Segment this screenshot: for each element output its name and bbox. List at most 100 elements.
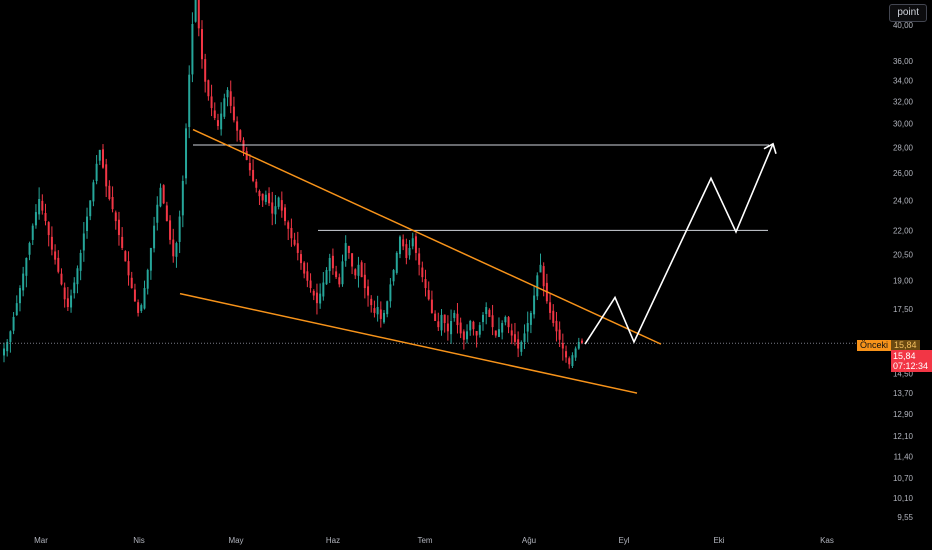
price-tick-label: 20,50 xyxy=(893,251,914,260)
candle-body xyxy=(370,298,373,306)
time-tick-label: May xyxy=(228,536,243,545)
price-tick-label: 12,10 xyxy=(893,432,914,441)
candle-body xyxy=(360,262,363,278)
candle-body xyxy=(34,212,37,226)
candle-body xyxy=(66,298,69,308)
previous-close-label: Önceki xyxy=(857,340,892,351)
candle-body xyxy=(290,227,293,239)
candle-body xyxy=(175,243,178,257)
candle-body xyxy=(153,225,156,249)
candle-body xyxy=(12,316,15,331)
price-tick-label: 30,00 xyxy=(893,120,914,129)
candle-body xyxy=(31,225,34,240)
candle-body xyxy=(581,340,583,344)
price-tick-label: 26,00 xyxy=(893,169,914,178)
candle-body xyxy=(268,193,271,204)
candle-body xyxy=(284,207,287,222)
candle-body xyxy=(156,204,159,223)
price-tick-label: 13,70 xyxy=(893,389,914,398)
candle-body xyxy=(571,355,574,366)
candle-body xyxy=(309,280,312,289)
time-tick-label: Kas xyxy=(820,536,834,545)
candle-body xyxy=(507,317,510,328)
candle-body xyxy=(357,264,360,276)
time-tick-label: Mar xyxy=(34,536,48,545)
candle-body xyxy=(264,194,267,202)
candle-body xyxy=(60,273,63,285)
price-tick-label: 17,50 xyxy=(893,305,914,314)
candle-body xyxy=(258,191,261,197)
candle-body xyxy=(430,299,433,313)
candle-body xyxy=(22,273,25,291)
candle-body xyxy=(446,323,449,332)
candle-body xyxy=(50,236,53,250)
price-tick-label: 22,00 xyxy=(893,226,914,235)
candle-body xyxy=(577,341,580,349)
candle-body xyxy=(322,282,325,297)
candle-body xyxy=(440,314,443,331)
candle-body xyxy=(226,89,229,98)
candle-body xyxy=(105,164,108,187)
candle-body xyxy=(242,140,245,152)
candle-body xyxy=(165,205,168,222)
candle-body xyxy=(89,200,92,217)
candle-body xyxy=(459,322,462,334)
price-tick-label: 10,70 xyxy=(893,474,914,483)
candle-body xyxy=(315,292,318,304)
candle-body xyxy=(216,120,219,127)
candle-body xyxy=(223,98,226,117)
candle-body xyxy=(137,302,140,313)
candle-body xyxy=(194,0,197,22)
candle-body xyxy=(236,121,239,131)
candle-body xyxy=(510,330,513,336)
candle-body xyxy=(494,330,497,336)
candle-body xyxy=(328,257,331,272)
candle-body xyxy=(325,270,328,285)
candle-body xyxy=(574,348,577,358)
candle-body xyxy=(86,216,89,232)
trendline xyxy=(179,292,638,394)
candle-body xyxy=(513,334,516,342)
candle-body xyxy=(536,275,539,297)
candle-body xyxy=(73,282,76,294)
candle-body xyxy=(456,313,459,326)
candle-body xyxy=(373,308,376,313)
candle-body xyxy=(121,236,124,248)
candle-body xyxy=(427,290,430,300)
candle-body xyxy=(82,233,85,251)
candle-body xyxy=(200,29,203,60)
candle-body xyxy=(41,200,44,211)
candle-body xyxy=(462,331,465,340)
price-tick-label: 10,10 xyxy=(893,494,914,503)
candle-body xyxy=(159,187,162,207)
candle-body xyxy=(178,216,181,242)
candle-body xyxy=(379,309,382,319)
candle-body xyxy=(398,236,401,255)
candle-body xyxy=(517,339,520,349)
candle-body xyxy=(117,219,120,236)
candle-body xyxy=(220,113,223,130)
candle-body xyxy=(437,321,440,328)
candle-body xyxy=(6,341,9,352)
candle-body xyxy=(143,288,146,309)
drawing-layer xyxy=(0,128,858,394)
candle-body xyxy=(408,247,411,256)
candle-body xyxy=(108,185,111,200)
price-tick-label: 14,50 xyxy=(893,370,914,379)
current-price-tag: 15,84 07:12:34 xyxy=(891,350,932,372)
candle-body xyxy=(526,323,529,332)
time-tick-label: Nis xyxy=(133,536,145,545)
scale-mode-button[interactable]: point xyxy=(889,4,927,22)
projection-arrowhead xyxy=(763,142,777,155)
time-tick-label: Eki xyxy=(713,536,724,545)
price-tick-label: 36,00 xyxy=(893,57,914,66)
candle-body xyxy=(57,257,60,272)
candle-body xyxy=(44,212,47,222)
candle-body xyxy=(204,59,207,82)
candle-body xyxy=(341,261,344,285)
candle-body xyxy=(70,295,73,308)
candle-body xyxy=(549,302,552,313)
candle-body xyxy=(478,325,481,335)
candle-body xyxy=(146,270,149,289)
